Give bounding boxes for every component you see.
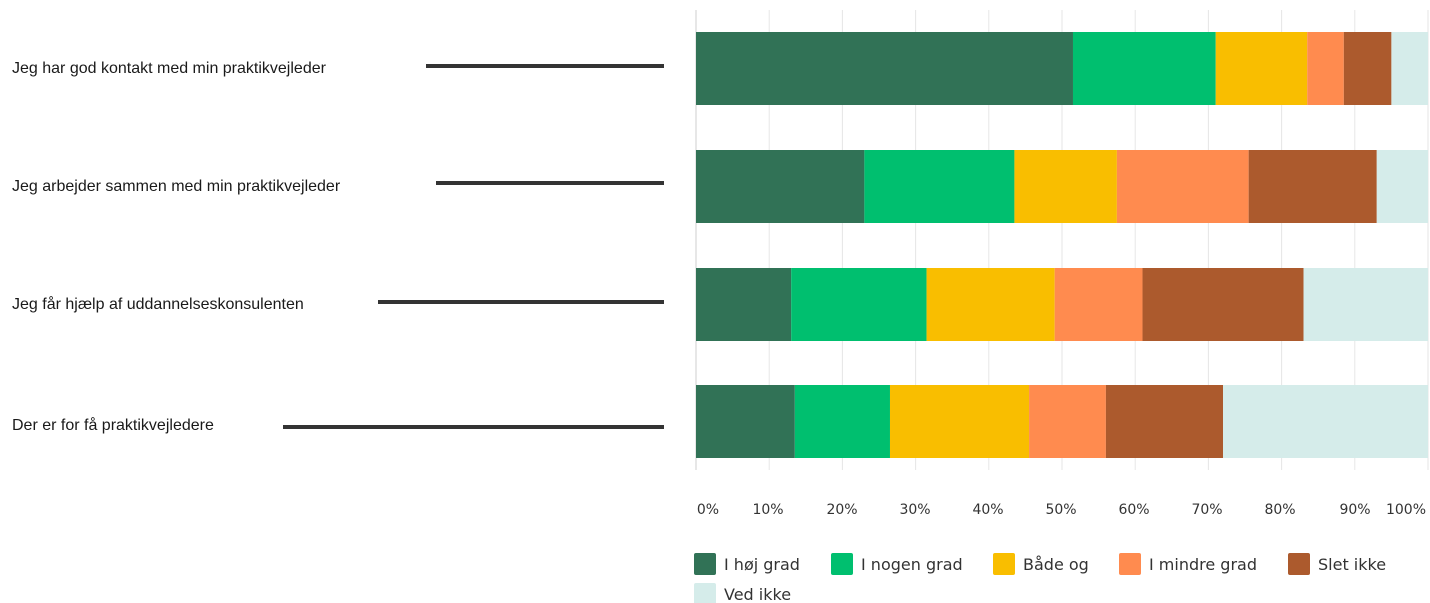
- bar-segment: [1029, 385, 1106, 458]
- bars: [696, 32, 1428, 458]
- bar-segment: [889, 385, 1030, 458]
- x-tick-label: 70%: [1191, 502, 1222, 518]
- bar-segment: [1343, 32, 1392, 105]
- bar-segment: [1391, 32, 1428, 105]
- bar-segment: [1014, 150, 1117, 223]
- legend-label: Både og: [1023, 555, 1089, 574]
- bar-segment: [696, 150, 865, 223]
- bar-segment: [1248, 150, 1377, 223]
- legend-label: I nogen grad: [861, 555, 963, 574]
- x-tick-label: 60%: [1118, 502, 1149, 518]
- legend-label: I mindre grad: [1149, 555, 1257, 574]
- category-label: Jeg får hjælp af uddannelseskonsulenten: [12, 295, 304, 313]
- bar-segment: [696, 32, 1073, 105]
- x-tick-label: 0%: [697, 502, 719, 518]
- bar-segment: [1105, 385, 1224, 458]
- category-label: Der er for få praktikvejledere: [12, 416, 214, 434]
- x-tick-label: 90%: [1339, 502, 1370, 518]
- category-labels: Jeg har god kontakt med min praktikvejle…: [12, 60, 664, 434]
- bar-segment: [1223, 385, 1428, 458]
- x-tick-label: 30%: [899, 502, 930, 518]
- bar-segment: [1215, 32, 1308, 105]
- legend-swatch: [694, 553, 716, 575]
- legend-label: Slet ikke: [1318, 555, 1386, 574]
- bar-segment: [696, 268, 792, 341]
- bar-segment: [1054, 268, 1143, 341]
- bar-segment: [696, 385, 795, 458]
- legend-swatch: [831, 553, 853, 575]
- bar-segment: [791, 268, 927, 341]
- legend-swatch: [1288, 553, 1310, 575]
- x-tick-label: 10%: [752, 502, 783, 518]
- legend-swatch: [1119, 553, 1141, 575]
- bar-segment: [1307, 32, 1344, 105]
- bar-segment: [1142, 268, 1304, 341]
- bar-segment: [1303, 268, 1428, 341]
- x-tick-label: 80%: [1264, 502, 1295, 518]
- x-tick-label: 100%: [1386, 502, 1426, 518]
- category-label: Jeg arbejder sammen med min praktikvejle…: [12, 178, 341, 195]
- legend-label: Ved ikke: [724, 585, 791, 603]
- legend-swatch: [993, 553, 1015, 575]
- category-label: Jeg har god kontakt med min praktikvejle…: [12, 60, 327, 77]
- x-tick-label: 50%: [1045, 502, 1076, 518]
- x-tick-label: 40%: [972, 502, 1003, 518]
- bar-segment: [1116, 150, 1249, 223]
- bar-segment: [1376, 150, 1428, 223]
- legend-swatch: [694, 583, 716, 603]
- legend-label: I høj grad: [724, 555, 800, 574]
- x-axis-ticks: 0% 10% 20% 30% 40% 50% 60% 70% 80% 90% 100%: [697, 502, 1426, 518]
- bar-segment: [926, 268, 1055, 341]
- x-tick-label: 20%: [826, 502, 857, 518]
- bar-segment: [1072, 32, 1216, 105]
- bar-segment: [864, 150, 1015, 223]
- legend: I høj grad I nogen grad Både og I mindre gr…: [694, 553, 1386, 603]
- bar-segment: [794, 385, 890, 458]
